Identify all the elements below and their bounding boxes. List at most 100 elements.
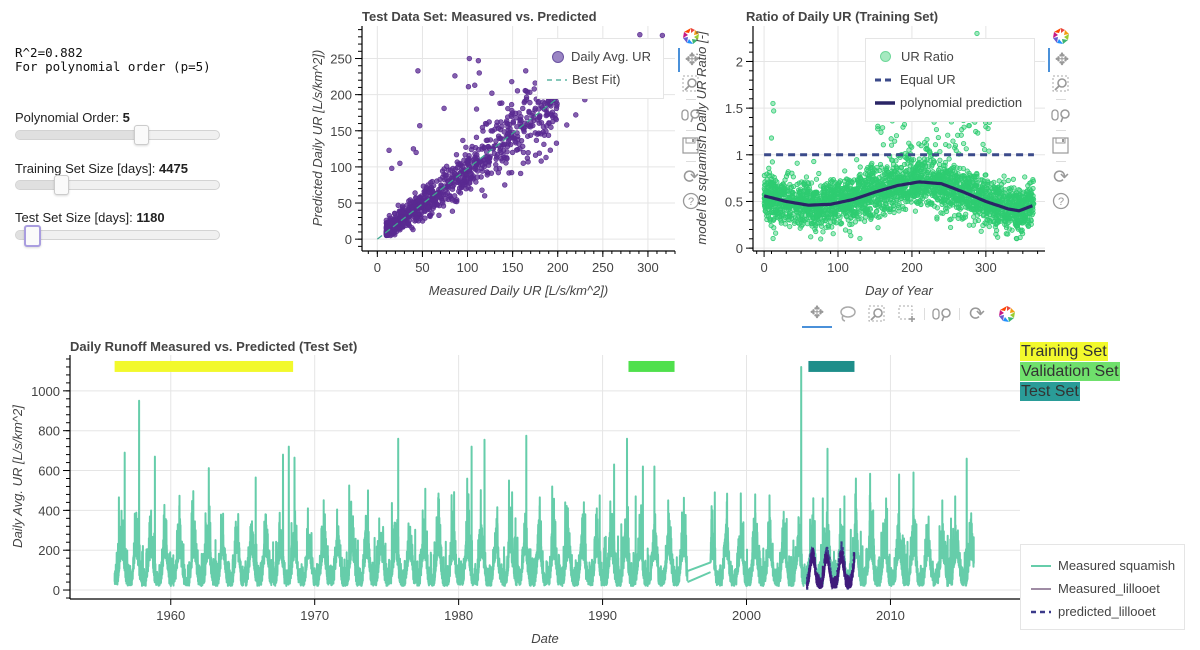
training-set-size-slider[interactable]: [15, 175, 220, 195]
ratio-point: [983, 172, 989, 178]
box-zoom-icon[interactable]: [1049, 72, 1073, 96]
legend-swatch-circle: [552, 50, 564, 63]
ratio-point: [924, 136, 930, 143]
save-icon[interactable]: [1049, 134, 1073, 158]
pan-icon[interactable]: ✥: [678, 48, 704, 72]
ratio-point: [854, 157, 860, 163]
ratio-point: [978, 228, 984, 234]
ratio-point: [945, 193, 952, 199]
ratio-point: [830, 231, 836, 237]
ratio-point: [974, 170, 980, 177]
timeseries-toolbar: ✥ ⟳: [802, 300, 1022, 328]
ratio-point: [923, 142, 930, 148]
ratio-point: [918, 173, 925, 179]
bokeh-logo-icon[interactable]: [1049, 24, 1073, 48]
slider-handle[interactable]: [133, 125, 149, 145]
y-tick-label: 1000: [31, 384, 60, 399]
scatter-point: [543, 112, 549, 119]
scatter-point: [479, 187, 485, 193]
help-icon[interactable]: ?: [679, 189, 703, 213]
scatter-point: [472, 82, 478, 88]
ratio-point: [1003, 222, 1009, 228]
ratio-point: [777, 190, 784, 197]
ratio-point: [934, 216, 940, 222]
ratio-point: [768, 135, 775, 141]
ratio-point: [966, 175, 972, 181]
ratio-point: [782, 204, 789, 210]
ratio-point: [819, 223, 825, 229]
scatter-point: [511, 135, 518, 142]
wheel-zoom-icon[interactable]: [1049, 103, 1073, 127]
ratio-point: [880, 142, 886, 148]
ratio-point: [792, 218, 798, 224]
pan-icon[interactable]: ✥: [1048, 48, 1074, 72]
scatter-point: [389, 165, 395, 172]
scatter-point: [527, 124, 534, 130]
scatter-point: [443, 175, 449, 182]
legend-label: predicted_lillooet: [1058, 604, 1156, 619]
reset-icon[interactable]: ⟳: [683, 166, 699, 188]
scatter-point: [453, 151, 460, 158]
y-axis-label: Daily Avg. UR [L/s/km^2]: [10, 405, 25, 548]
scatter-point: [548, 103, 554, 109]
ratio-point: [766, 165, 772, 171]
ratio-point: [822, 217, 828, 223]
ratio-chart[interactable]: 0 100 200 300 0 0.5 1 1.5 2 Day of Year model to s…: [690, 24, 1050, 300]
scatter-point: [527, 132, 534, 138]
scatter-point: [386, 147, 392, 153]
ratio-point: [954, 165, 960, 171]
scatter-point: [524, 155, 531, 161]
reset-icon[interactable]: ⟳: [1053, 166, 1069, 188]
help-icon[interactable]: ?: [1049, 189, 1073, 213]
polynomial-order-slider[interactable]: [15, 125, 220, 145]
scatter-point: [514, 88, 521, 94]
timeseries-chart[interactable]: 1960 1970 1980 1990 2000 2010 0 200 400 600 800 100…: [0, 352, 1025, 650]
ratio-point: [962, 214, 968, 220]
ratio-point: [1025, 191, 1031, 197]
ratio-point: [983, 124, 989, 130]
wheel-zoom-icon[interactable]: [679, 103, 703, 127]
box-zoom-icon[interactable]: [679, 72, 703, 96]
test-set-size-slider[interactable]: [15, 225, 220, 247]
legend-swatch-line: [875, 100, 895, 105]
ratio-point: [847, 228, 853, 235]
scatter-point: [468, 146, 475, 153]
y-tick-label: 0: [345, 232, 352, 247]
scatter-point: [467, 175, 474, 181]
ratio-point: [931, 159, 938, 165]
ratio-point: [870, 212, 876, 218]
x-tick-label: 1970: [300, 608, 329, 623]
x-axis-label: Day of Year: [865, 283, 933, 298]
x-tick-label: 300: [975, 260, 997, 275]
scatter-point: [461, 182, 467, 188]
lasso-select-icon[interactable]: [832, 302, 862, 326]
ratio-point: [820, 205, 826, 212]
ratio-point: [931, 172, 937, 178]
scatter-point: [525, 149, 531, 156]
ratio-point: [888, 136, 894, 142]
training-set-label: Training Set: [1020, 342, 1108, 361]
ratio-point: [934, 196, 940, 202]
ratio-point: [794, 160, 800, 166]
ratio-point: [787, 223, 793, 230]
ratio-point: [1025, 183, 1031, 189]
bokeh-logo-icon[interactable]: [992, 302, 1022, 326]
slider-handle[interactable]: [54, 175, 69, 195]
ratio-point: [773, 230, 779, 236]
wheel-zoom-icon[interactable]: [927, 302, 957, 326]
reset-icon[interactable]: ⟳: [969, 303, 985, 325]
slider-handle[interactable]: [23, 225, 41, 247]
ratio-point: [1019, 227, 1025, 233]
legend-item-best-fit: Best Fit): [538, 68, 663, 91]
bokeh-logo-icon[interactable]: [679, 24, 703, 48]
slider-value: 1180: [136, 210, 165, 225]
ratio-point: [932, 190, 938, 196]
ratio-point: [829, 224, 835, 230]
x-tick-label: 150: [502, 260, 524, 275]
box-zoom-icon[interactable]: [862, 302, 892, 326]
box-select-icon[interactable]: [892, 302, 922, 326]
ratio-point: [890, 203, 897, 209]
save-icon[interactable]: [679, 134, 703, 158]
ratio-point: [809, 197, 815, 203]
pan-icon[interactable]: ✥: [802, 300, 832, 328]
